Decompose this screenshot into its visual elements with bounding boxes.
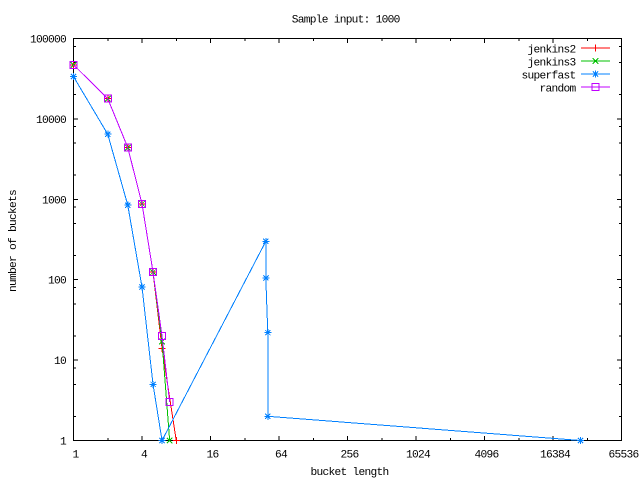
svg-text:4096: 4096 xyxy=(475,450,499,462)
svg-text:16: 16 xyxy=(207,450,219,462)
svg-text:10: 10 xyxy=(54,356,67,368)
svg-text:jenkins2: jenkins2 xyxy=(528,44,576,56)
svg-text:100000: 100000 xyxy=(30,35,67,47)
svg-text:10000: 10000 xyxy=(36,115,67,127)
svg-text:64: 64 xyxy=(275,450,288,462)
svg-text:100: 100 xyxy=(48,276,67,288)
svg-text:bucket length: bucket length xyxy=(311,467,389,479)
svg-text:1: 1 xyxy=(73,450,80,462)
svg-text:random: random xyxy=(540,83,577,95)
svg-text:jenkins3: jenkins3 xyxy=(528,57,576,69)
svg-text:4: 4 xyxy=(141,450,148,462)
svg-text:Sample input: 1000: Sample input: 1000 xyxy=(292,15,401,27)
svg-text:65536: 65536 xyxy=(609,450,639,462)
svg-text:256: 256 xyxy=(341,450,359,462)
svg-text:1000: 1000 xyxy=(42,195,67,207)
svg-text:1024: 1024 xyxy=(406,450,431,462)
svg-text:number of buckets: number of buckets xyxy=(8,190,20,292)
svg-text:superfast: superfast xyxy=(522,70,576,82)
svg-text:1: 1 xyxy=(60,437,67,449)
svg-text:16384: 16384 xyxy=(540,450,571,462)
